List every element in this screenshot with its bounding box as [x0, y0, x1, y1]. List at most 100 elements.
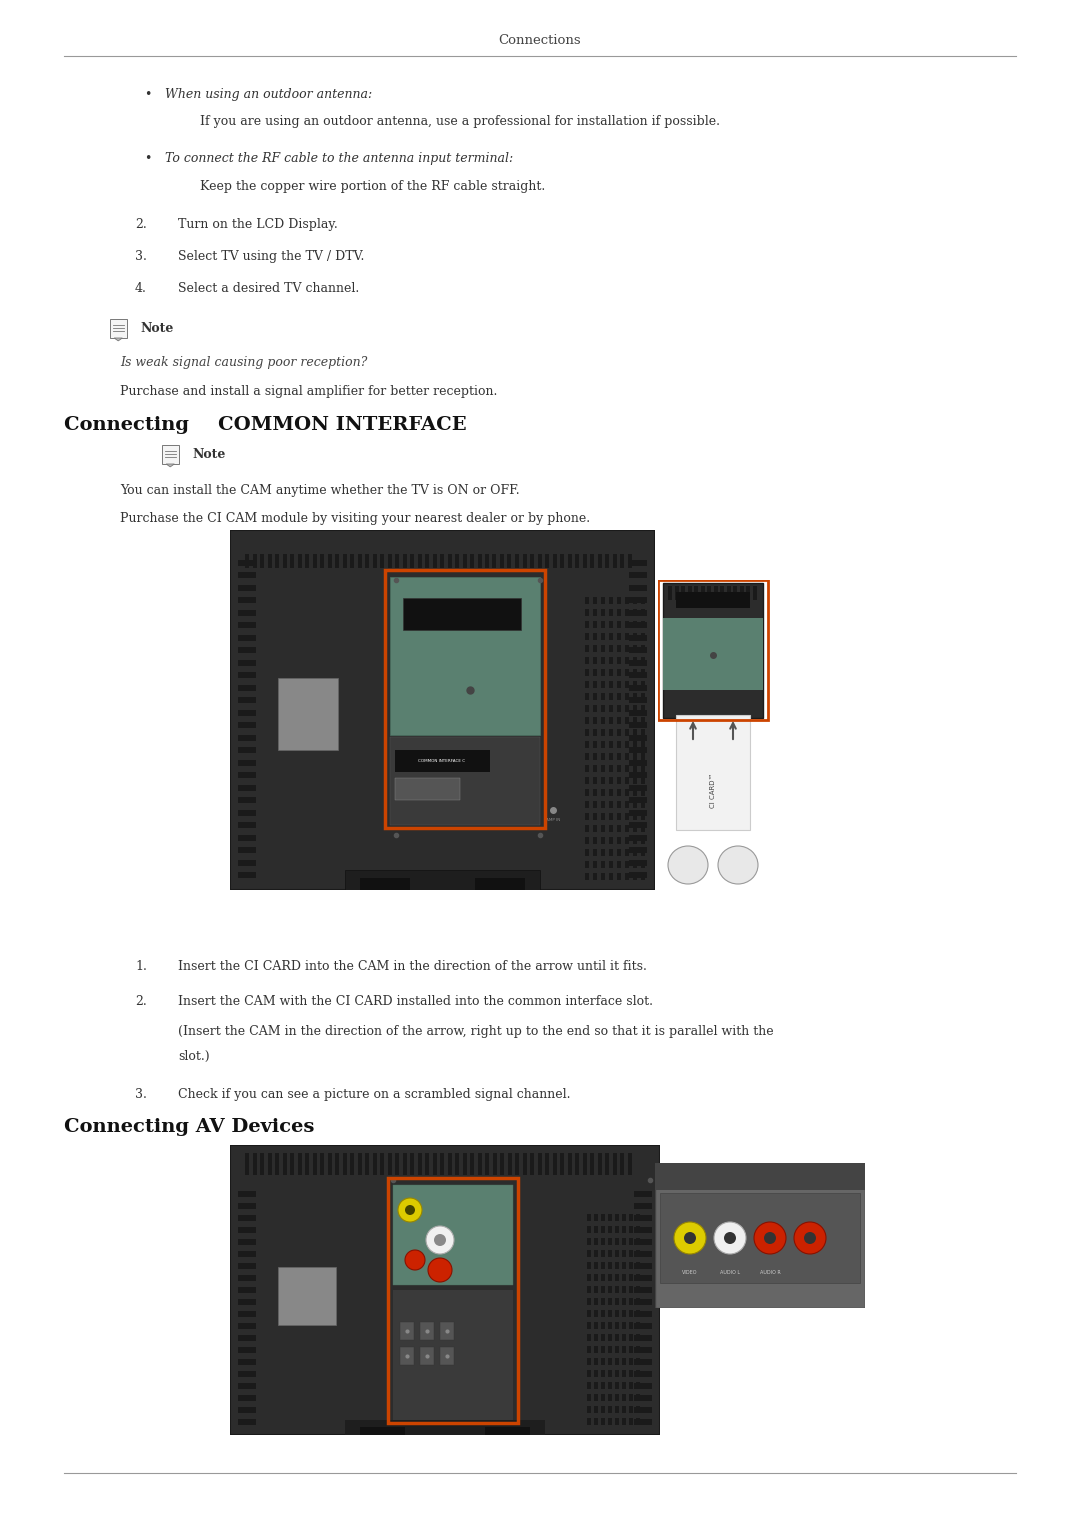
Bar — [585, 825, 589, 832]
Bar — [642, 669, 645, 676]
Bar — [593, 873, 597, 880]
Text: 1.: 1. — [135, 960, 147, 973]
Bar — [238, 573, 256, 579]
Bar — [629, 559, 647, 565]
Bar — [609, 657, 613, 664]
Bar — [238, 635, 256, 640]
Bar — [312, 1153, 316, 1174]
Bar — [617, 718, 621, 724]
Bar — [629, 696, 647, 702]
Circle shape — [405, 1205, 415, 1215]
Bar — [567, 1153, 571, 1174]
Bar — [278, 678, 338, 750]
Bar — [238, 1419, 256, 1425]
Bar — [588, 1345, 591, 1353]
Bar — [609, 812, 613, 820]
Bar — [625, 597, 629, 605]
Bar — [617, 765, 621, 773]
Bar — [634, 1347, 652, 1353]
Bar — [585, 597, 589, 605]
Bar — [588, 1382, 591, 1390]
Bar — [617, 728, 621, 736]
Bar — [600, 753, 605, 760]
Bar — [600, 705, 605, 712]
Bar — [636, 1370, 640, 1377]
Bar — [633, 849, 637, 857]
Bar — [617, 634, 621, 640]
Bar — [622, 1345, 626, 1353]
Bar — [342, 1153, 347, 1174]
Bar — [629, 684, 647, 690]
Bar — [278, 1267, 336, 1325]
Bar — [617, 753, 621, 760]
Bar — [585, 693, 589, 699]
Bar — [268, 554, 271, 568]
Bar — [609, 621, 613, 628]
Bar — [238, 860, 256, 866]
Bar — [625, 873, 629, 880]
Bar — [588, 1322, 591, 1328]
Bar — [612, 1153, 617, 1174]
Text: Insert the CAM with the CI CARD installed into the common interface slot.: Insert the CAM with the CI CARD installe… — [178, 996, 653, 1008]
Bar — [600, 777, 605, 783]
Bar — [588, 1310, 591, 1316]
Bar — [593, 669, 597, 676]
Bar — [633, 753, 637, 760]
Bar — [625, 657, 629, 664]
Bar — [440, 1322, 454, 1341]
Bar — [625, 634, 629, 640]
Bar — [615, 1214, 619, 1222]
Bar — [365, 1153, 369, 1174]
Bar — [312, 554, 316, 568]
Bar — [625, 705, 629, 712]
Bar — [600, 1322, 605, 1328]
Text: Select a desired TV channel.: Select a desired TV channel. — [178, 282, 360, 295]
Bar — [629, 1298, 633, 1306]
Circle shape — [674, 1222, 706, 1254]
Bar — [432, 1153, 436, 1174]
Bar — [605, 1153, 609, 1174]
Bar — [342, 554, 347, 568]
Bar — [636, 1261, 640, 1269]
Text: •: • — [145, 89, 151, 101]
Bar — [615, 1310, 619, 1316]
Text: AMP IN: AMP IN — [545, 818, 561, 822]
Bar — [594, 1251, 598, 1257]
Text: Check if you can see a picture on a scrambled signal channel.: Check if you can see a picture on a scra… — [178, 1089, 570, 1101]
Bar — [694, 586, 698, 600]
Bar — [608, 1238, 612, 1245]
Bar — [609, 669, 613, 676]
Text: Turn on the LCD Display.: Turn on the LCD Display. — [178, 218, 338, 231]
Bar — [238, 822, 256, 828]
Bar — [633, 597, 637, 605]
Bar — [634, 1406, 652, 1412]
Bar — [600, 837, 605, 844]
Bar — [515, 1153, 519, 1174]
Bar — [238, 797, 256, 803]
Bar — [485, 554, 489, 568]
Bar — [600, 765, 605, 773]
Bar — [600, 1419, 605, 1425]
Bar — [634, 1335, 652, 1341]
Bar — [633, 861, 637, 867]
Bar — [260, 554, 264, 568]
Bar — [597, 1153, 602, 1174]
Bar — [585, 621, 589, 628]
Bar — [629, 847, 647, 854]
Bar — [350, 1153, 354, 1174]
Bar — [600, 1238, 605, 1245]
Bar — [593, 849, 597, 857]
Bar — [617, 657, 621, 664]
Bar — [615, 1370, 619, 1377]
Text: Purchase and install a signal amplifier for better reception.: Purchase and install a signal amplifier … — [120, 385, 498, 399]
Bar — [238, 621, 256, 628]
Bar — [609, 802, 613, 808]
Bar — [636, 1251, 640, 1257]
Bar — [622, 1286, 626, 1293]
Bar — [629, 621, 647, 628]
Bar — [633, 777, 637, 783]
Bar — [642, 728, 645, 736]
Bar — [600, 1310, 605, 1316]
Circle shape — [804, 1232, 816, 1245]
Bar — [642, 765, 645, 773]
